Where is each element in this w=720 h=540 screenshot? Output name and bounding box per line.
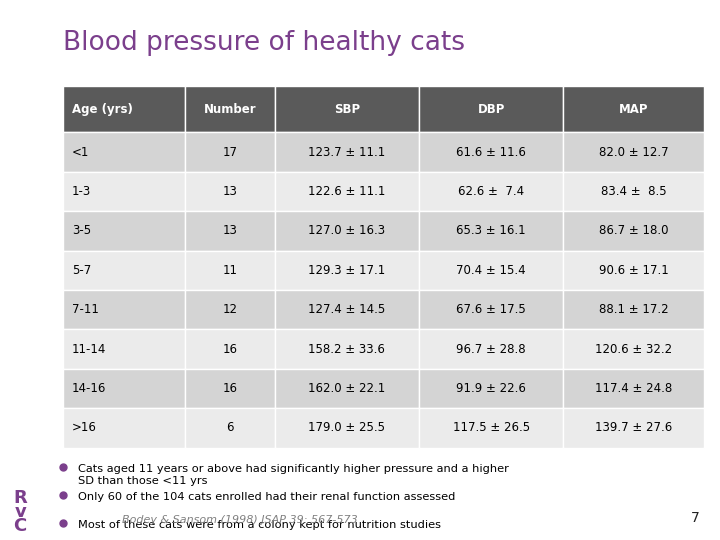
Bar <box>275 408 419 448</box>
Text: 6: 6 <box>226 421 234 435</box>
Bar <box>563 251 704 290</box>
Text: 127.4 ± 14.5: 127.4 ± 14.5 <box>308 303 385 316</box>
Bar <box>63 251 185 290</box>
Text: Only 60 of the 104 cats enrolled had their renal function assessed: Only 60 of the 104 cats enrolled had the… <box>78 492 455 502</box>
Bar <box>419 172 563 211</box>
Text: Blood pressure of healthy cats: Blood pressure of healthy cats <box>63 30 465 56</box>
Text: 67.6 ± 17.5: 67.6 ± 17.5 <box>456 303 526 316</box>
Text: 61.6 ± 11.6: 61.6 ± 11.6 <box>456 145 526 159</box>
Bar <box>185 329 275 369</box>
Text: 162.0 ± 22.1: 162.0 ± 22.1 <box>308 382 385 395</box>
Text: Most of these cats were from a colony kept for nutrition studies: Most of these cats were from a colony ke… <box>78 520 441 530</box>
Text: 7: 7 <box>691 511 700 525</box>
Text: 83.4 ±  8.5: 83.4 ± 8.5 <box>601 185 667 198</box>
Bar <box>185 251 275 290</box>
Bar <box>563 172 704 211</box>
Text: 14-16: 14-16 <box>72 382 107 395</box>
Text: 122.6 ± 11.1: 122.6 ± 11.1 <box>308 185 386 198</box>
Bar <box>419 329 563 369</box>
Bar <box>185 86 275 132</box>
Text: 1-3: 1-3 <box>72 185 91 198</box>
Bar <box>63 211 185 251</box>
Bar <box>275 211 419 251</box>
Text: Number: Number <box>204 103 256 116</box>
Text: 120.6 ± 32.2: 120.6 ± 32.2 <box>595 342 672 356</box>
Text: 70.4 ± 15.4: 70.4 ± 15.4 <box>456 264 526 277</box>
Text: 11-14: 11-14 <box>72 342 107 356</box>
Bar <box>185 132 275 172</box>
Text: 16: 16 <box>222 382 238 395</box>
Bar <box>563 86 704 132</box>
Bar <box>63 329 185 369</box>
Text: DBP: DBP <box>477 103 505 116</box>
Text: 90.6 ± 17.1: 90.6 ± 17.1 <box>599 264 669 277</box>
Bar <box>563 132 704 172</box>
Text: 127.0 ± 16.3: 127.0 ± 16.3 <box>308 224 385 238</box>
Text: 129.3 ± 17.1: 129.3 ± 17.1 <box>308 264 385 277</box>
Text: 117.4 ± 24.8: 117.4 ± 24.8 <box>595 382 672 395</box>
Bar <box>419 369 563 408</box>
Text: 158.2 ± 33.6: 158.2 ± 33.6 <box>308 342 385 356</box>
Bar <box>419 251 563 290</box>
Bar <box>63 132 185 172</box>
Bar <box>63 408 185 448</box>
Text: 17: 17 <box>222 145 238 159</box>
Text: Age (yrs): Age (yrs) <box>72 103 133 116</box>
Text: Cats aged 11 years or above had significantly higher pressure and a higher
SD th: Cats aged 11 years or above had signific… <box>78 464 508 486</box>
Text: 139.7 ± 27.6: 139.7 ± 27.6 <box>595 421 672 435</box>
Text: 96.7 ± 28.8: 96.7 ± 28.8 <box>456 342 526 356</box>
Bar <box>419 132 563 172</box>
Text: 117.5 ± 26.5: 117.5 ± 26.5 <box>453 421 530 435</box>
Text: Bodey & Sansom (1998) JSAP 39: 567-573: Bodey & Sansom (1998) JSAP 39: 567-573 <box>122 515 358 525</box>
Bar <box>185 369 275 408</box>
Text: v: v <box>14 503 26 521</box>
Text: 91.9 ± 22.6: 91.9 ± 22.6 <box>456 382 526 395</box>
Text: 13: 13 <box>222 224 238 238</box>
Bar <box>275 172 419 211</box>
Text: 65.3 ± 16.1: 65.3 ± 16.1 <box>456 224 526 238</box>
Text: 7-11: 7-11 <box>72 303 99 316</box>
Text: 5-7: 5-7 <box>72 264 91 277</box>
Bar <box>63 369 185 408</box>
Bar <box>419 86 563 132</box>
Bar <box>275 329 419 369</box>
Bar <box>419 211 563 251</box>
Bar <box>419 408 563 448</box>
Bar <box>275 86 419 132</box>
Bar <box>185 290 275 329</box>
Bar <box>419 290 563 329</box>
Text: >16: >16 <box>72 421 97 435</box>
Text: 3-5: 3-5 <box>72 224 91 238</box>
Text: C: C <box>14 517 27 535</box>
Bar <box>563 369 704 408</box>
Bar <box>563 290 704 329</box>
Bar <box>185 172 275 211</box>
Text: 16: 16 <box>222 342 238 356</box>
Text: <1: <1 <box>72 145 89 159</box>
Text: MAP: MAP <box>619 103 649 116</box>
Bar <box>275 132 419 172</box>
Bar <box>275 290 419 329</box>
Bar <box>275 369 419 408</box>
Bar <box>563 329 704 369</box>
Text: 123.7 ± 11.1: 123.7 ± 11.1 <box>308 145 385 159</box>
Text: 86.7 ± 18.0: 86.7 ± 18.0 <box>599 224 668 238</box>
Bar <box>63 172 185 211</box>
Text: 62.6 ±  7.4: 62.6 ± 7.4 <box>458 185 524 198</box>
Bar <box>275 251 419 290</box>
Text: 11: 11 <box>222 264 238 277</box>
Text: 12: 12 <box>222 303 238 316</box>
Text: 88.1 ± 17.2: 88.1 ± 17.2 <box>599 303 668 316</box>
Text: SBP: SBP <box>334 103 360 116</box>
Bar <box>63 86 185 132</box>
Text: 13: 13 <box>222 185 238 198</box>
Bar <box>563 408 704 448</box>
Text: 179.0 ± 25.5: 179.0 ± 25.5 <box>308 421 385 435</box>
Bar <box>563 211 704 251</box>
Bar <box>185 211 275 251</box>
Bar <box>185 408 275 448</box>
Text: 82.0 ± 12.7: 82.0 ± 12.7 <box>599 145 668 159</box>
Text: R: R <box>13 489 27 507</box>
Bar <box>63 290 185 329</box>
